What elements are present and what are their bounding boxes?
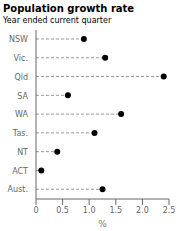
svg-text:1.0: 1.0	[83, 206, 96, 215]
svg-text:NSW: NSW	[9, 35, 28, 44]
svg-text:2.0: 2.0	[136, 206, 149, 215]
svg-text:SA: SA	[17, 92, 28, 101]
svg-text:2.5: 2.5	[163, 206, 173, 215]
svg-text:Vic.: Vic.	[14, 54, 28, 63]
html-text:Year ended current quarter: Year ended current quarter	[3, 16, 112, 25]
svg-text:Tas.: Tas.	[12, 129, 28, 138]
svg-text:0: 0	[33, 206, 38, 215]
svg-text:Qld: Qld	[14, 73, 28, 82]
svg-text:NT: NT	[17, 148, 28, 157]
svg-text:0.5: 0.5	[56, 206, 69, 215]
svg-text:WA: WA	[15, 110, 28, 119]
svg-text:1.5: 1.5	[109, 206, 122, 215]
svg-text:ACT: ACT	[12, 167, 28, 176]
svg-text:%: %	[98, 219, 107, 229]
html-text:Population growth rate: Population growth rate	[3, 3, 135, 14]
svg-text:Aust.: Aust.	[8, 185, 28, 194]
